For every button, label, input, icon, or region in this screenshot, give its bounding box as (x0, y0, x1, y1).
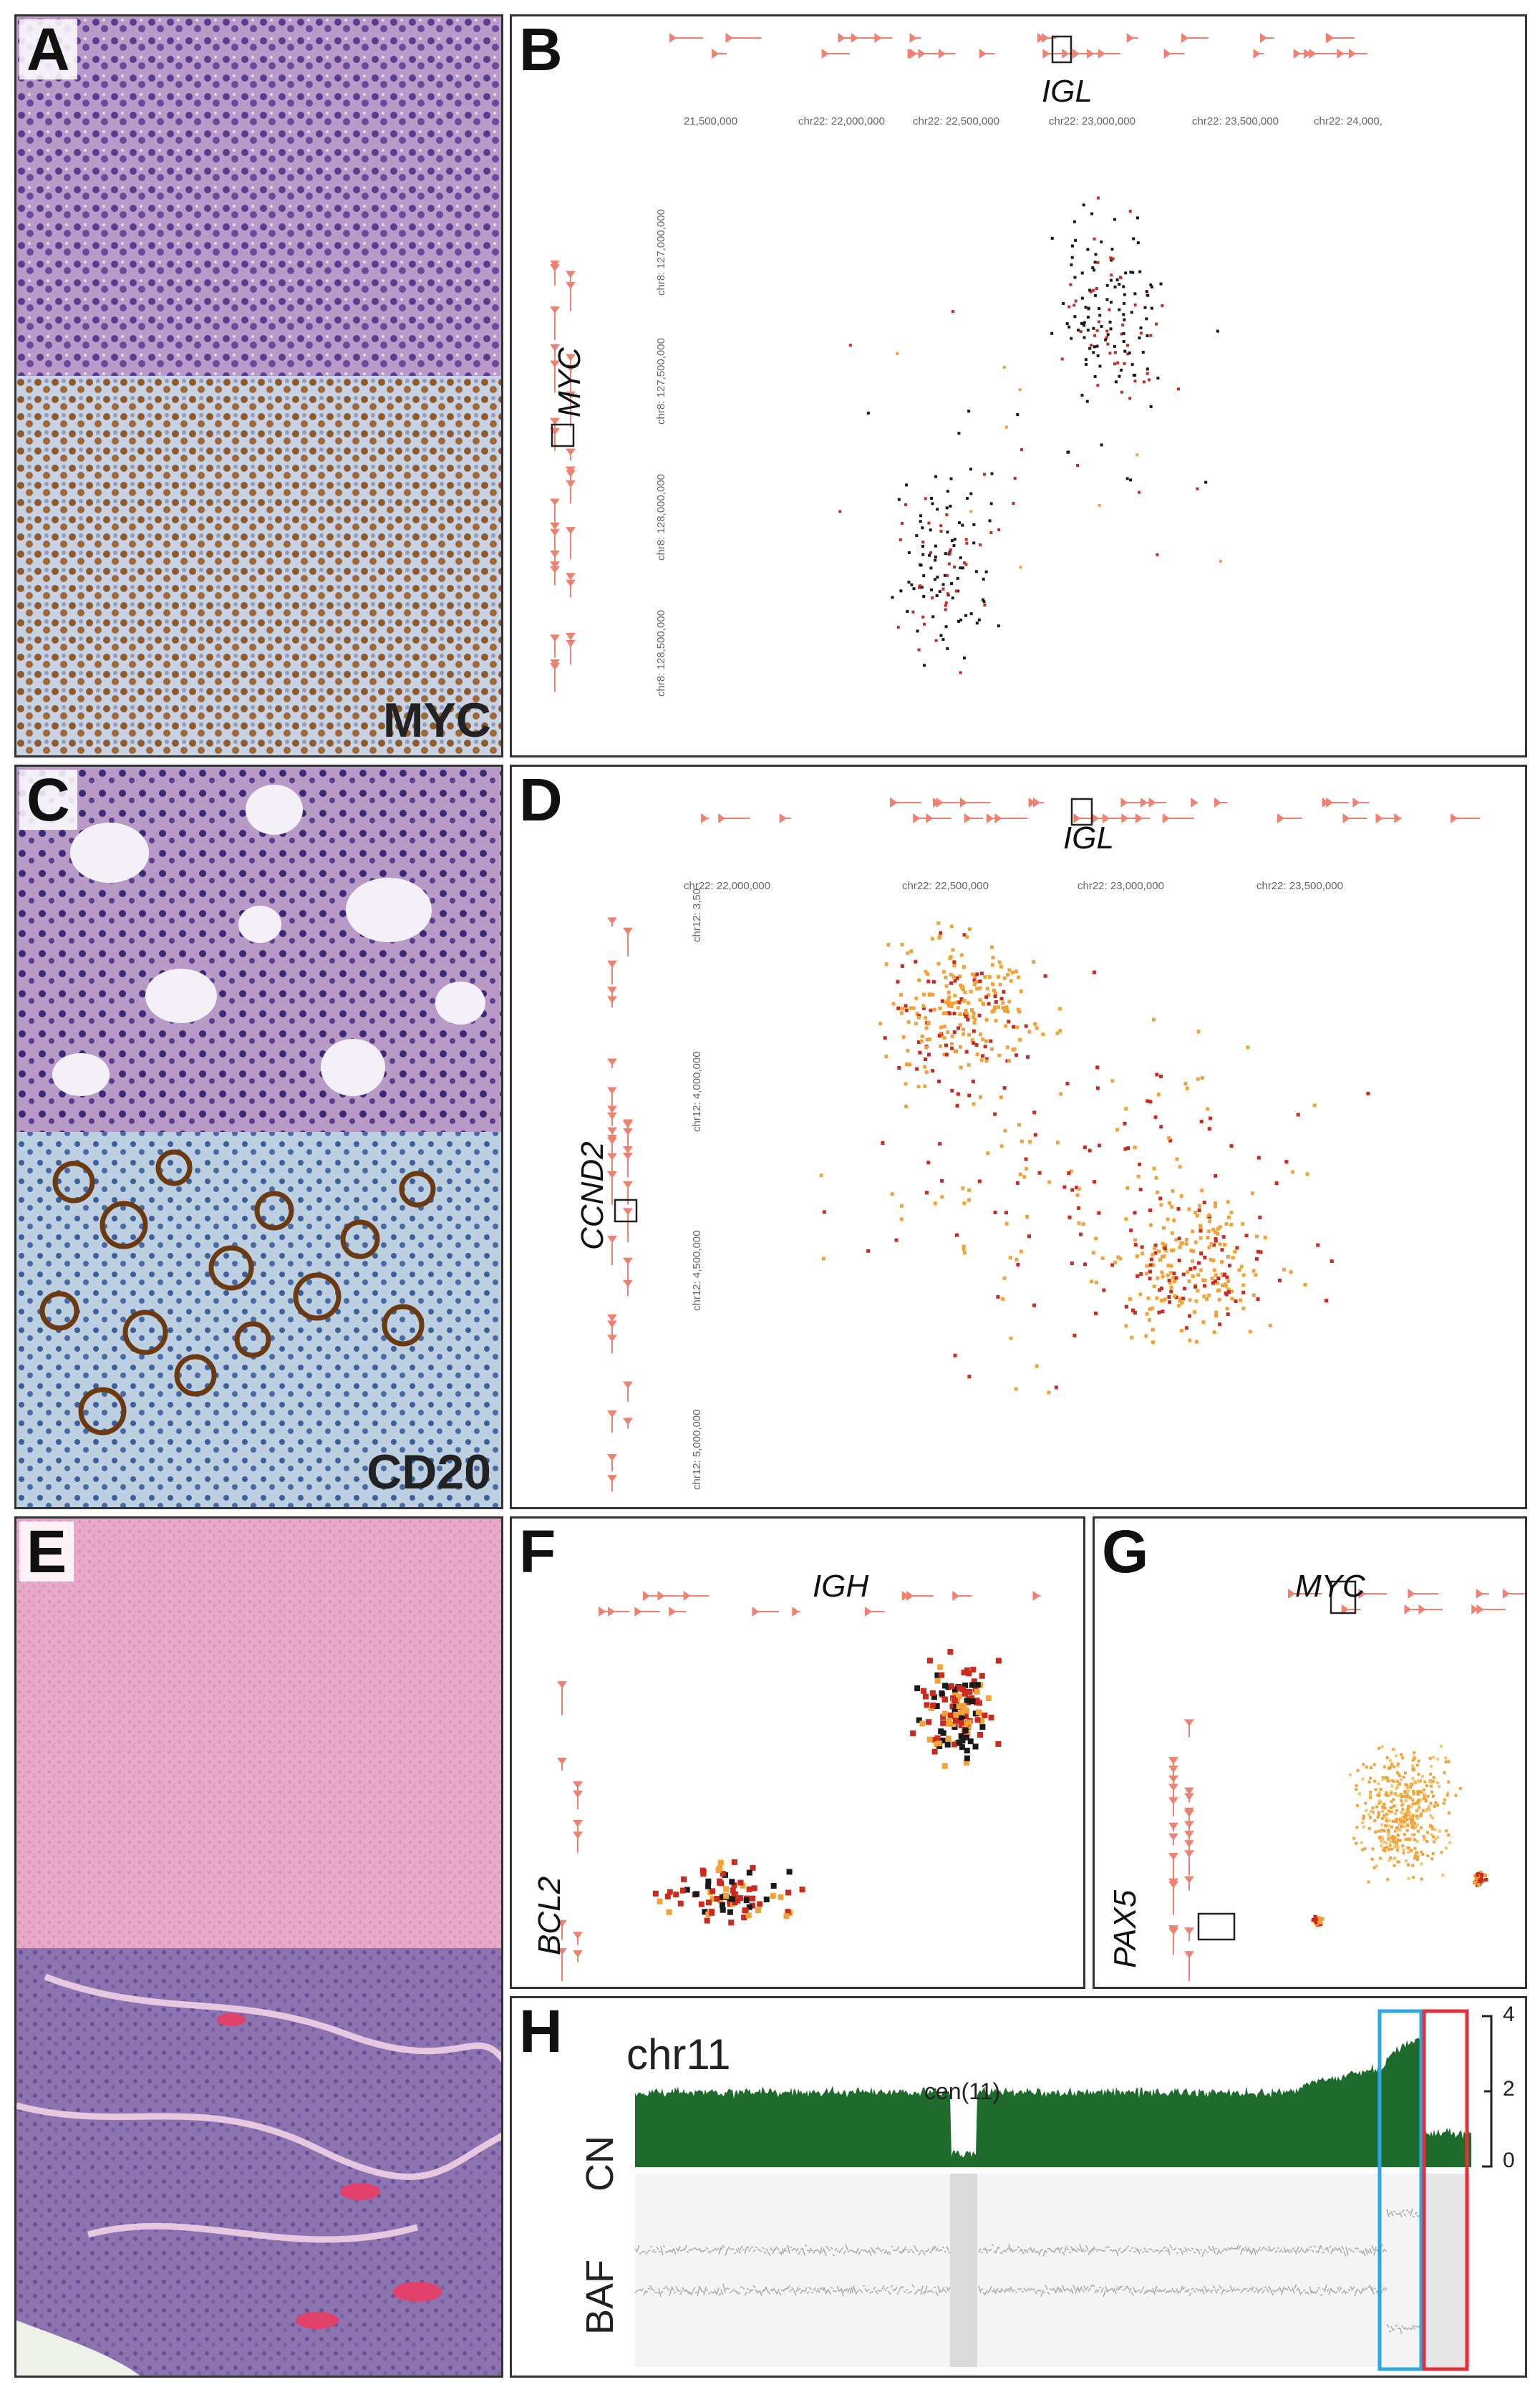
panel-g-gene-track-top (1288, 1589, 1525, 1614)
panel-g-label: G (1102, 1518, 1149, 1585)
x-tick: chr22: 22,500,000 (913, 115, 999, 127)
panel-b-gene-track-left (550, 260, 576, 692)
y-tick: chr8: 128,000,000 (655, 474, 667, 561)
y-tick: chr8: 127,000,000 (655, 209, 667, 296)
cn-scale-bar (1482, 2015, 1493, 2168)
panel-g-hotspot-left (1311, 1914, 1325, 1927)
y-tick: chr12: 5,000,000 (691, 1409, 703, 1490)
panel-h-cen-label: cen(11) (924, 2078, 1001, 2104)
panel-b-gene-top: IGL (1042, 74, 1093, 109)
panel-f-gene-track-left (557, 1681, 583, 1982)
red-blood-cells (217, 2013, 442, 2329)
panel-b: B IGL MYC 21,500,000 chr22: 22,000,000 c… (510, 14, 1527, 757)
panel-d-igl-box (1070, 798, 1093, 826)
cn-axis-0: 0 (1503, 2149, 1515, 2172)
panel-e-image (16, 1519, 501, 2376)
panel-h: H chr11 CN BAF cen(11) 4 2 0 (510, 1996, 1527, 2378)
panel-b-gene-left: MYC (552, 347, 587, 417)
x-tick: 21,500,000 (684, 115, 738, 127)
y-tick: chr8: 128,500,000 (655, 610, 667, 697)
tissue-edge (16, 2320, 140, 2376)
x-tick: chr22: 24,000, (1314, 115, 1382, 127)
panel-g: G MYC PAX5 (1093, 1516, 1527, 1989)
panel-d-label: D (519, 766, 563, 833)
panel-c-stain-label: CD20 (367, 1445, 491, 1499)
x-tick: chr22: 22,000,000 (684, 880, 770, 892)
panel-d-gene-track-top (701, 798, 1481, 823)
panel-f: F IGH BCL2 (510, 1516, 1085, 1989)
panel-b-gene-track-top (669, 33, 1367, 59)
panel-b-contacts-lower (891, 468, 1000, 674)
panel-h-label: H (519, 1998, 563, 2065)
panel-g-hotspot-right (1473, 1870, 1488, 1887)
stroma-strands (16, 1973, 501, 2243)
panel-b-contacts-upper (1050, 196, 1164, 408)
highlight-box-red (1422, 2009, 1469, 2371)
x-tick: chr22: 23,500,000 (1256, 880, 1343, 892)
panel-d-ccnd2-box (614, 1199, 638, 1223)
panel-b-x-ticks: 21,500,000 chr22: 22,000,000 chr22: 22,5… (512, 115, 1525, 137)
panel-f-label: F (519, 1518, 556, 1585)
x-tick: chr22: 23,000,000 (1077, 880, 1164, 892)
centromere-gap (950, 2174, 977, 2367)
panel-d-contact-map (607, 798, 1481, 1492)
panel-b-label: B (519, 16, 563, 83)
panel-g-gene-track-left (1168, 1719, 1194, 1982)
panel-e: E (14, 1516, 503, 2378)
panel-h-chrom-label: chr11 (626, 2030, 731, 2078)
panel-d-gene-track-left (607, 917, 633, 1492)
panel-b-igl-box (1051, 35, 1072, 64)
y-tick: chr8: 127,500,000 (655, 338, 667, 425)
panel-a-image (16, 16, 501, 755)
panel-h-cn-label: CN (578, 2136, 621, 2192)
panel-g-myc-box (1330, 1580, 1357, 1614)
panel-d-gene-top: IGL (1063, 820, 1114, 856)
panel-a-stain-label: MYC (382, 693, 491, 747)
x-tick: chr22: 22,000,000 (798, 115, 885, 127)
cn-area (635, 2037, 1471, 2167)
panel-d-contacts-sparse (819, 970, 1370, 1395)
panel-b-myc-box (551, 423, 575, 447)
panel-f-gene-top: IGH (813, 1569, 869, 1604)
panel-d-contacts-upper (878, 921, 1062, 1108)
x-tick: chr22: 23,500,000 (1192, 115, 1279, 127)
y-tick: chr12: 4,500,000 (691, 1230, 703, 1311)
loh-region (1422, 2174, 1471, 2367)
y-tick: chr12: 4,000,000 (691, 1051, 703, 1132)
panel-a-label: A (19, 19, 77, 79)
y-tick: chr12: 3,50 (691, 888, 703, 942)
x-tick: chr22: 22,500,000 (902, 880, 989, 892)
highlight-box-blue (1377, 2009, 1423, 2371)
cn-axis-4: 4 (1503, 2003, 1515, 2026)
fat-vacuoles (52, 785, 485, 1096)
panel-c-image (16, 767, 501, 1507)
cn-axis-2: 2 (1503, 2077, 1515, 2101)
panel-d-x-ticks: chr22: 22,000,000 chr22: 22,500,000 chr2… (512, 880, 1525, 901)
panel-b-contact-map (550, 33, 1367, 692)
panel-f-contacts-igh (910, 1649, 1002, 1769)
panel-e-label: E (19, 1521, 74, 1582)
panel-h-copy-number-track (634, 2009, 1493, 2371)
panel-f-gene-track-top (599, 1591, 1041, 1617)
panel-h-baf-label: BAF (578, 2259, 621, 2335)
panel-a: A MYC (14, 14, 503, 757)
panel-b-contacts-sparse (838, 306, 1223, 577)
cd20-positive-cells (39, 1149, 436, 1435)
panel-c-label: C (19, 770, 77, 830)
panel-g-gene-left: PAX5 (1108, 1889, 1143, 1968)
x-tick: chr22: 23,000,000 (1049, 115, 1135, 127)
panel-g-contacts (1348, 1745, 1462, 1884)
panel-d: D IGL CCND2 chr22: 22,000,000 chr22: 22,… (510, 765, 1527, 1509)
panel-d-gene-left: CCND2 (575, 1141, 610, 1250)
panel-c: C CD20 (14, 765, 503, 1509)
panel-d-contacts-lower (1116, 1186, 1287, 1345)
baf-track (634, 2174, 1471, 2367)
panel-f-contact-map (557, 1591, 1041, 1982)
panel-g-contact-map (1168, 1580, 1525, 1982)
panel-f-contacts-bcl2 (652, 1859, 805, 1926)
panel-g-gene-top: MYC (1295, 1569, 1365, 1604)
panel-g-pax5-box (1197, 1912, 1236, 1941)
panel-f-gene-left: BCL2 (532, 1876, 567, 1955)
